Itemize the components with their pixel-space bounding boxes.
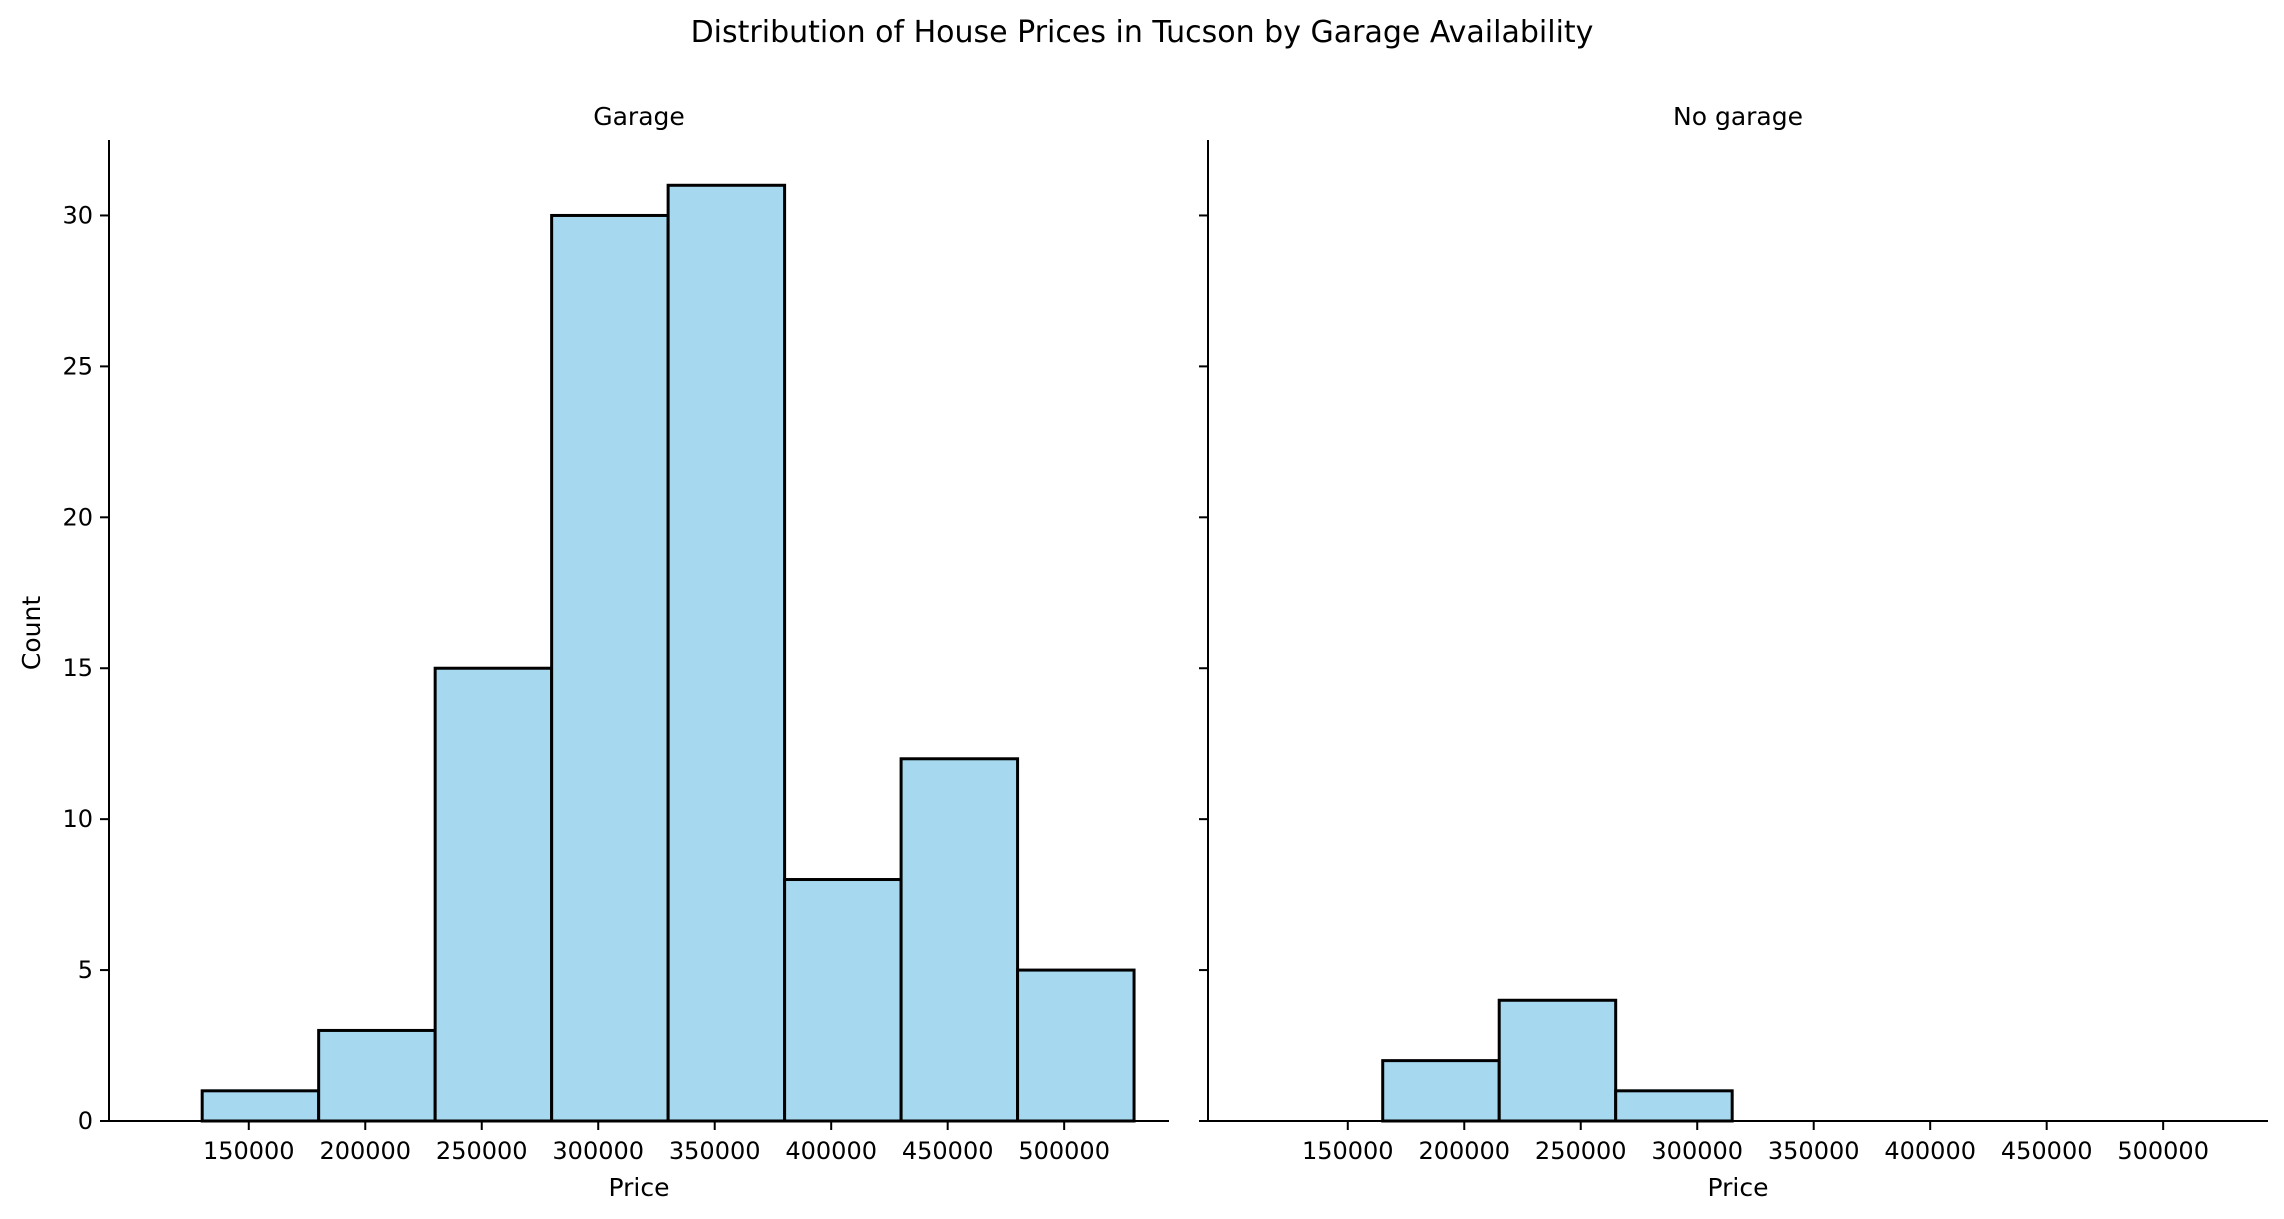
x-tick-label-no-garage-3: 300000 [1651, 1137, 1743, 1165]
bar-no-garage-2 [1614, 1089, 1734, 1123]
x-tick-label-garage-6: 450000 [902, 1137, 994, 1165]
x-tick-label-no-garage-4: 350000 [1768, 1137, 1860, 1165]
chart-title: Distribution of House Prices in Tucson b… [691, 15, 1594, 50]
x-ticks-garage: 150000 200000 250000 300000 350000 400000 4500… [203, 1121, 1110, 1165]
panel-no-garage: No garage 150000 200000 250000 300000 350000… [1199, 102, 2268, 1202]
bar-no-garage-1 [1497, 998, 1618, 1123]
x-tick-label-no-garage-6: 450000 [2001, 1137, 2093, 1165]
y-tick-label-3: 15 [62, 654, 93, 682]
bars-no-garage [1381, 998, 1734, 1123]
x-tick-label-garage-1: 200000 [319, 1137, 411, 1165]
y-tick-label-6: 30 [62, 201, 93, 229]
y-ticks-garage: 0 5 10 15 20 25 30 [62, 201, 109, 1135]
panel-garage: Garage 150000 200000 250000 300000 350000 400… [62, 102, 1169, 1202]
x-ticks-no-garage: 150000 200000 250000 300000 350000 400000 4500… [1302, 1121, 2209, 1165]
bar-garage-5 [783, 878, 903, 1123]
bar-garage-1 [317, 1028, 437, 1123]
x-tick-label-no-garage-7: 500000 [2117, 1137, 2209, 1165]
x-tick-label-garage-2: 250000 [436, 1137, 528, 1165]
x-tick-label-garage-7: 500000 [1018, 1137, 1110, 1165]
x-tick-label-garage-3: 300000 [552, 1137, 644, 1165]
x-tick-label-no-garage-1: 200000 [1418, 1137, 1510, 1165]
x-tick-label-no-garage-2: 250000 [1535, 1137, 1627, 1165]
x-axis-label-garage: Price [609, 1173, 670, 1202]
x-axis-label-no-garage: Price [1708, 1173, 1769, 1202]
x-tick-label-garage-4: 350000 [669, 1137, 761, 1165]
y-ticks-no-garage [1199, 214, 1208, 1122]
y-tick-label-5: 25 [62, 352, 93, 380]
bars-garage [200, 183, 1136, 1123]
y-axis-label: Count [17, 596, 46, 670]
bar-garage-6 [899, 757, 1020, 1123]
y-tick-label-4: 20 [62, 503, 93, 531]
y-tick-label-1: 5 [78, 956, 93, 984]
x-tick-label-garage-5: 400000 [785, 1137, 877, 1165]
panel-title-garage: Garage [593, 102, 685, 131]
y-tick-label-0: 0 [78, 1107, 93, 1135]
x-tick-label-no-garage-0: 150000 [1302, 1137, 1394, 1165]
bar-garage-2 [433, 666, 554, 1123]
x-tick-label-garage-0: 150000 [203, 1137, 295, 1165]
bar-garage-4 [666, 183, 787, 1123]
panel-title-no-garage: No garage [1673, 102, 1803, 131]
y-tick-label-2: 10 [62, 805, 93, 833]
bar-garage-7 [1016, 968, 1136, 1123]
x-tick-label-no-garage-5: 400000 [1884, 1137, 1976, 1165]
bar-garage-0 [200, 1089, 321, 1123]
bar-garage-3 [550, 213, 670, 1123]
bar-no-garage-0 [1381, 1059, 1501, 1123]
